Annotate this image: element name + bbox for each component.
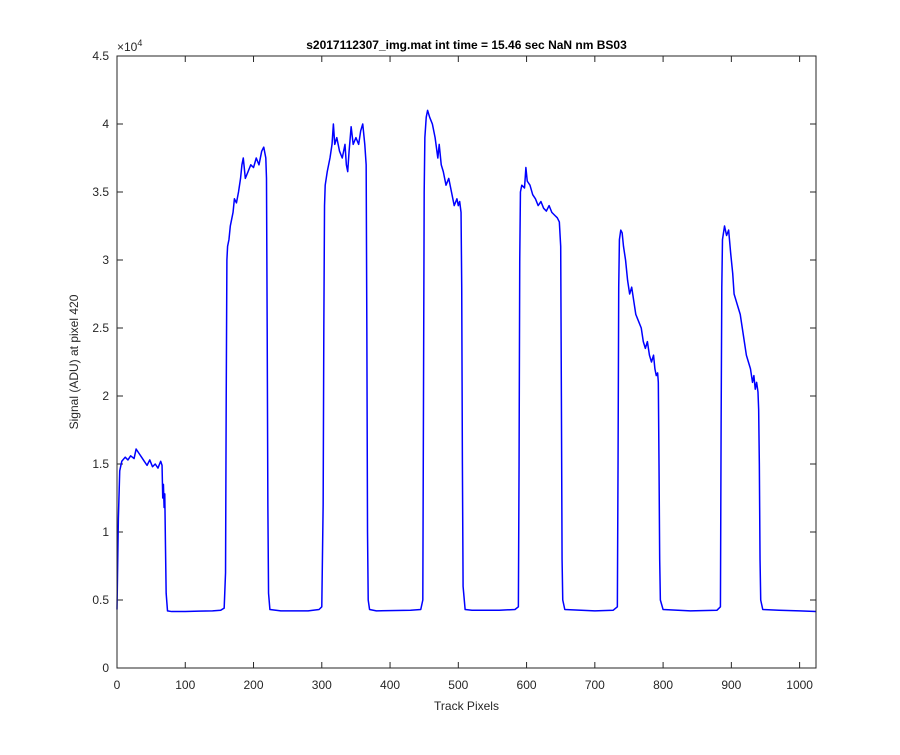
ticks-layer: 0 100 200 300 400 500 600 700 800 900 1000 0 0.5 1 1.5…: [92, 49, 816, 692]
x-axis-title: Track Pixels: [434, 699, 499, 713]
x-tick-label: 0: [114, 678, 121, 692]
plot-area: [117, 56, 816, 668]
x-tick-label: 500: [448, 678, 468, 692]
x-tick-label: 600: [517, 678, 537, 692]
y-tick-label: 3.5: [92, 185, 109, 199]
series-line: [116, 109, 817, 613]
x-tick-label: 300: [312, 678, 332, 692]
x-tick-label: 700: [585, 678, 605, 692]
y-tick-label: 2.5: [92, 321, 109, 335]
series-layer: [116, 109, 817, 613]
y-tick-label: 4: [102, 117, 109, 131]
y-tick-label: 1: [102, 525, 109, 539]
x-tick-label: 1000: [786, 678, 813, 692]
chart-title: s2017112307_img.mat int time = 15.46 sec…: [306, 38, 627, 52]
y-tick-label: 2: [102, 389, 109, 403]
x-tick-label: 100: [175, 678, 195, 692]
y-exponent-label: ×104: [117, 38, 142, 54]
x-tick-label: 400: [380, 678, 400, 692]
y-tick-label: 3: [102, 253, 109, 267]
y-tick-label: 4.5: [92, 49, 109, 63]
y-tick-label: 0.5: [92, 593, 109, 607]
y-axis-title: Signal (ADU) at pixel 420: [67, 294, 81, 429]
x-tick-label: 200: [244, 678, 264, 692]
y-tick-label: 0: [102, 661, 109, 675]
axes-box: [116, 55, 817, 669]
x-tick-label: 800: [653, 678, 673, 692]
x-tick-label: 900: [721, 678, 741, 692]
y-tick-label: 1.5: [92, 457, 109, 471]
